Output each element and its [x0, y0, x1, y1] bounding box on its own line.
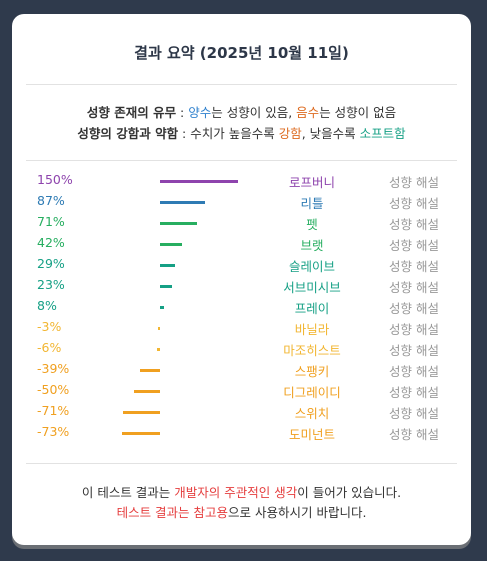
- bar: [160, 222, 197, 225]
- result-row: 23% 서브미시브 성향 해설: [12, 277, 471, 297]
- result-card: 결과 요약 (2025년 10월 11일) 성향 존재의 유무 : 양수는 성향…: [12, 14, 471, 545]
- explain-link[interactable]: 성향 해설: [389, 301, 439, 316]
- explain-link[interactable]: 성향 해설: [389, 280, 439, 295]
- bar: [160, 306, 165, 309]
- text-segment: 소프트함: [359, 126, 406, 141]
- percent: 150%: [37, 172, 73, 187]
- explain-link[interactable]: 성향 해설: [389, 343, 439, 358]
- explain-link[interactable]: 성향 해설: [389, 259, 439, 274]
- explain-link[interactable]: 성향 해설: [389, 217, 439, 232]
- type-name: 도미넌트: [288, 427, 335, 442]
- result-row: -73% 도미넌트 성향 해설: [12, 424, 471, 444]
- percent: -3%: [37, 319, 62, 334]
- percent: -71%: [37, 403, 70, 418]
- result-row: 87% 리틀 성향 해설: [12, 193, 471, 213]
- text-segment: 성향의 강함과 약함: [77, 126, 179, 141]
- text-segment: : 수치가 높을수록: [178, 126, 279, 141]
- text-segment: 이 테스트 결과는: [81, 485, 175, 500]
- percent: -50%: [37, 382, 70, 397]
- text-segment: 양수: [188, 105, 212, 120]
- text-segment: 는 성향이 없음: [319, 105, 397, 120]
- type-name: 펫: [306, 217, 318, 232]
- text-segment: 음수: [296, 105, 320, 120]
- explain-link[interactable]: 성향 해설: [389, 364, 439, 379]
- explain-link[interactable]: 성향 해설: [389, 196, 439, 211]
- percent: 8%: [37, 298, 57, 313]
- result-row: 150% 로프버니 성향 해설: [12, 172, 471, 192]
- type-name: 마조히스트: [283, 343, 341, 358]
- percent: 71%: [37, 214, 65, 229]
- explain-link[interactable]: 성향 해설: [389, 406, 439, 421]
- result-row: -71% 스위치 성향 해설: [12, 403, 471, 423]
- explain-link[interactable]: 성향 해설: [389, 385, 439, 400]
- divider: [26, 84, 457, 85]
- result-row: -6% 마조히스트 성향 해설: [12, 340, 471, 360]
- bar: [122, 432, 160, 435]
- result-row: -3% 바닐라 성향 해설: [12, 319, 471, 339]
- type-name: 스위치: [294, 406, 330, 421]
- title: 결과 요약 (2025년 10월 11일): [134, 44, 349, 62]
- intro-line: 성향의 강함과 약함 : 수치가 높을수록 강함, 낮을수록 소프트함: [12, 123, 471, 142]
- explain-link[interactable]: 성향 해설: [389, 427, 439, 442]
- text-segment: 테스트 결과는 참고용: [116, 505, 229, 520]
- result-row: 29% 슬레이브 성향 해설: [12, 256, 471, 276]
- result-row: -50% 디그레이디 성향 해설: [12, 382, 471, 402]
- text-segment: 강함: [278, 126, 302, 141]
- percent: 87%: [37, 193, 65, 208]
- intro-line: 성향 존재의 유무 : 양수는 성향이 있음, 음수는 성향이 없음: [12, 102, 471, 121]
- footer-line: 이 테스트 결과는 개발자의 주관적인 생각이 들어가 있습니다.: [12, 482, 471, 501]
- result-row: 42% 브랫 성향 해설: [12, 235, 471, 255]
- bar: [158, 327, 160, 330]
- percent: 29%: [37, 256, 65, 271]
- result-row: 71% 펫 성향 해설: [12, 214, 471, 234]
- explain-link[interactable]: 성향 해설: [389, 238, 439, 253]
- explain-link[interactable]: 성향 해설: [389, 322, 439, 337]
- type-name: 로프버니: [288, 175, 335, 190]
- bar: [123, 411, 160, 414]
- percent: -6%: [37, 340, 62, 355]
- percent: 42%: [37, 235, 65, 250]
- result-row: -39% 스팽키 성향 해설: [12, 361, 471, 381]
- bar: [139, 369, 160, 372]
- type-name: 바닐라: [294, 322, 330, 337]
- type-name: 리틀: [300, 196, 324, 211]
- bar: [156, 348, 160, 351]
- text-segment: 이 들어가 있습니다.: [297, 485, 402, 500]
- type-name: 슬레이브: [288, 259, 335, 274]
- bar: [160, 285, 172, 288]
- type-name: 스팽키: [294, 364, 330, 379]
- percent: -39%: [37, 361, 70, 376]
- explain-link[interactable]: 성향 해설: [389, 175, 439, 190]
- result-row: 8% 프레이 성향 해설: [12, 298, 471, 318]
- type-name: 서브미시브: [283, 280, 341, 295]
- text-segment: 성향 존재의 유무: [86, 105, 177, 120]
- divider: [26, 160, 457, 161]
- bar: [134, 390, 160, 393]
- type-name: 프레이: [294, 301, 330, 316]
- text-segment: 는 성향이 있음,: [211, 105, 297, 120]
- bar: [160, 180, 238, 183]
- text-segment: 개발자의 주관적인 생각: [174, 485, 298, 500]
- text-segment: , 낮을수록: [301, 126, 360, 141]
- text-segment: 으로 사용하시기 바랍니다.: [228, 505, 367, 520]
- footer-line: 테스트 결과는 참고용으로 사용하시기 바랍니다.: [12, 502, 471, 521]
- type-name: 디그레이디: [283, 385, 341, 400]
- bar: [160, 264, 176, 267]
- percent: 23%: [37, 277, 65, 292]
- type-name: 브랫: [300, 238, 324, 253]
- text-segment: :: [176, 105, 189, 120]
- bar: [160, 201, 206, 204]
- divider: [26, 463, 457, 464]
- bar: [160, 243, 182, 246]
- percent: -73%: [37, 424, 70, 439]
